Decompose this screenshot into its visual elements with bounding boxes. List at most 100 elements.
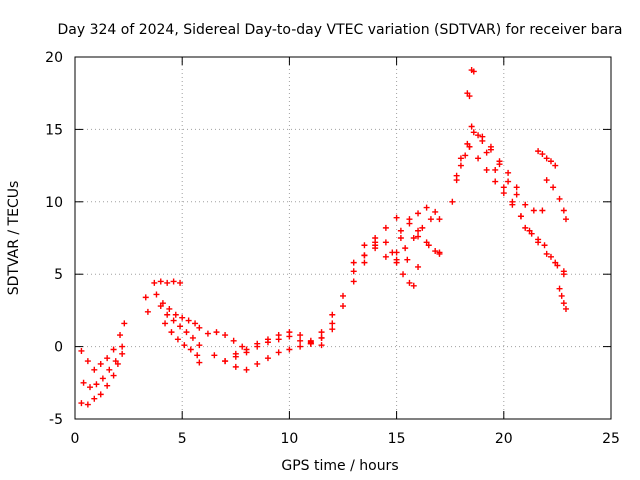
data-point — [80, 379, 87, 386]
data-point — [196, 342, 203, 349]
data-point — [204, 330, 211, 337]
data-point — [427, 216, 434, 223]
data-point — [177, 323, 184, 330]
data-point — [517, 213, 524, 220]
data-point — [535, 236, 542, 243]
series-track-10 — [211, 326, 336, 373]
data-point — [97, 391, 104, 398]
x-tick-label: 0 — [71, 431, 80, 447]
data-point — [183, 329, 190, 336]
data-point — [406, 216, 413, 223]
data-point — [393, 214, 400, 221]
data-points — [78, 67, 569, 408]
data-point — [170, 317, 177, 324]
series-track-31 — [556, 285, 569, 312]
data-point — [297, 337, 304, 344]
data-point — [389, 249, 396, 256]
series-track-5 — [151, 278, 184, 286]
data-point — [560, 271, 567, 278]
data-point — [177, 279, 184, 286]
data-point — [222, 332, 229, 339]
data-point — [286, 329, 293, 336]
data-point — [91, 366, 98, 373]
data-point — [457, 162, 464, 169]
data-point — [78, 400, 85, 407]
data-point — [192, 320, 199, 327]
series-track-7 — [162, 320, 203, 366]
data-point — [232, 350, 239, 357]
data-point — [84, 401, 91, 408]
series-track-19 — [393, 216, 434, 263]
data-point — [275, 332, 282, 339]
series-track-17 — [389, 204, 443, 256]
data-point — [164, 279, 171, 286]
data-point — [372, 245, 379, 252]
data-point — [410, 235, 417, 241]
data-point — [181, 342, 188, 349]
data-point — [157, 303, 164, 310]
data-point — [425, 242, 432, 249]
data-point — [162, 320, 169, 327]
data-point — [84, 358, 91, 365]
data-point — [297, 343, 304, 350]
x-tick-label: 5 — [178, 431, 187, 447]
data-point — [286, 346, 293, 353]
data-point — [402, 245, 409, 252]
data-point — [397, 227, 404, 234]
data-point — [329, 320, 336, 327]
data-point — [449, 198, 456, 205]
x-tick-label: 25 — [602, 431, 620, 447]
data-point — [307, 340, 314, 347]
x-tick-label: 15 — [388, 431, 406, 447]
series-track-20 — [415, 233, 443, 256]
data-point — [189, 334, 196, 341]
data-point — [243, 346, 250, 353]
series-track-29 — [543, 177, 569, 223]
series-track-16 — [361, 245, 417, 289]
data-point — [254, 340, 261, 347]
data-point — [487, 146, 494, 153]
data-point — [539, 151, 546, 158]
data-point — [543, 177, 550, 184]
data-point — [400, 271, 407, 278]
data-point — [78, 347, 85, 354]
data-point — [222, 358, 229, 365]
y-tick-label: 10 — [45, 195, 63, 211]
data-point — [119, 350, 126, 357]
series-track-22 — [453, 129, 546, 214]
data-point — [318, 342, 325, 349]
series-track-25 — [479, 137, 520, 191]
y-axis-label: SDTVAR / TECUs — [6, 181, 22, 296]
data-point — [496, 158, 503, 165]
chart-title: Day 324 of 2024, Sidereal Day-to-day VTE… — [57, 22, 622, 38]
data-point — [410, 282, 417, 289]
data-point — [382, 239, 389, 246]
data-point — [505, 178, 512, 185]
data-point — [91, 395, 98, 402]
tick-labels: 0 5 10 15 20 25 -5 0 5 10 15 20 — [45, 50, 620, 447]
y-tick-label: 20 — [45, 50, 63, 66]
data-point — [500, 184, 507, 191]
data-point — [297, 332, 304, 339]
data-point — [556, 285, 563, 292]
data-point — [483, 166, 490, 173]
y-tick-label: -5 — [49, 412, 63, 428]
data-point — [457, 155, 464, 162]
data-point — [415, 227, 422, 234]
data-point — [492, 178, 499, 185]
data-point — [350, 259, 357, 266]
data-point — [475, 132, 482, 139]
data-point — [170, 278, 177, 285]
data-point — [350, 278, 357, 285]
data-point — [562, 216, 569, 223]
series-track-28 — [535, 148, 559, 169]
series-track-23 — [468, 123, 567, 275]
data-point — [172, 311, 179, 318]
data-point — [318, 334, 325, 341]
data-point — [436, 249, 443, 256]
data-point — [470, 129, 477, 136]
data-point — [121, 320, 128, 327]
data-point — [522, 224, 529, 231]
data-point — [361, 259, 368, 266]
y-tick-label: 5 — [54, 267, 63, 283]
